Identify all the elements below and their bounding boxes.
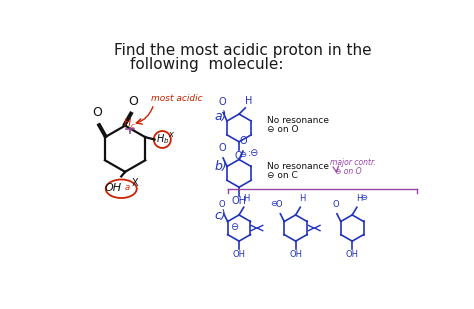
Text: a: a [125,184,130,193]
Text: O: O [219,200,226,209]
Text: x: x [168,129,173,139]
Text: O: O [332,200,339,209]
Text: a): a) [214,110,227,123]
Text: H: H [300,194,306,203]
Text: ⊖: ⊖ [230,222,238,231]
Text: OH: OH [105,183,122,193]
Text: OH: OH [346,250,359,259]
Text: H: H [243,194,249,203]
Text: c): c) [214,209,226,222]
Text: No resonance: No resonance [267,162,329,171]
Text: O: O [128,95,138,108]
Text: O: O [219,97,226,107]
Text: O: O [219,142,226,153]
Text: O: O [275,200,282,209]
Text: b): b) [214,160,227,173]
Text: O: O [92,107,102,120]
Text: H: H [246,95,253,106]
Text: H: H [356,194,362,203]
Text: ⊖ on C: ⊖ on C [267,171,298,180]
Text: :⊖: :⊖ [248,148,260,158]
Text: OH: OH [289,250,302,259]
Text: Find the most acidic proton in the: Find the most acidic proton in the [114,43,372,58]
Text: ⊖ on O: ⊖ on O [267,125,299,134]
Text: ⊖ on O: ⊖ on O [335,167,362,176]
Text: OH: OH [233,250,246,259]
Text: O: O [235,151,242,161]
Text: following  molecule:: following molecule: [130,57,283,72]
Text: O: O [240,136,247,146]
Text: most acidic: most acidic [151,94,202,103]
Text: H: H [124,118,131,128]
Text: ⊖: ⊖ [271,199,278,208]
Text: ⊖: ⊖ [239,150,246,159]
Text: b: b [164,138,168,144]
Text: ⊖: ⊖ [360,193,367,201]
Text: c: c [130,123,135,129]
Text: major contr.: major contr. [330,158,376,167]
Text: No resonance: No resonance [267,116,329,125]
Text: OH: OH [232,196,246,206]
Text: X: X [132,178,138,188]
Text: H: H [156,134,164,144]
